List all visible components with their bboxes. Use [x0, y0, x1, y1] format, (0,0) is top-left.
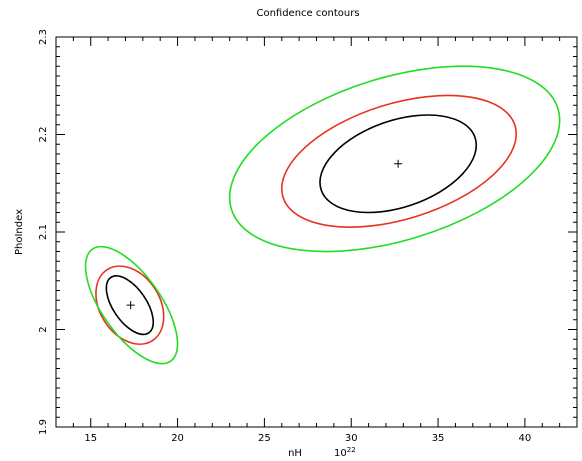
y-tick-label: 2.2: [38, 127, 49, 143]
x-tick-label: 25: [258, 433, 271, 444]
x-axis-unit: 1022: [334, 446, 356, 459]
x-tick-label: 20: [171, 433, 184, 444]
x-tick-label: 35: [432, 433, 445, 444]
x-axis-unit-base: 10: [334, 448, 347, 459]
contour-set-2-level-2: [280, 94, 518, 228]
y-tick-label: 2.1: [38, 224, 49, 240]
contour-layer: [84, 65, 561, 365]
axis-ticks: 15 20 25 30 35 40 1.9 2 2.1 2.2 2.3: [38, 29, 578, 444]
x-tick-label: 30: [345, 433, 358, 444]
contour-set-1-level-1: [105, 275, 155, 336]
contour-set-1-level-2: [95, 265, 165, 345]
y-tick-label: 2: [38, 326, 49, 332]
x-tick-label: 15: [84, 433, 97, 444]
x-axis-label: nH: [288, 448, 302, 459]
chart-title: Confidence contours: [256, 8, 359, 19]
y-tick-label: 1.9: [38, 419, 49, 435]
contour-set-2-level-1: [319, 114, 478, 214]
y-axis-label: PhoIndex: [14, 209, 25, 255]
y-tick-label: 2.3: [38, 29, 49, 45]
x-tick-label: 40: [519, 433, 532, 444]
x-axis-unit-exponent: 22: [347, 446, 356, 454]
contour-set-2-level-3: [228, 65, 561, 253]
best-fit-markers: [126, 159, 403, 310]
contour-set-1-level-3: [84, 245, 179, 365]
plot-frame: [55, 36, 578, 428]
